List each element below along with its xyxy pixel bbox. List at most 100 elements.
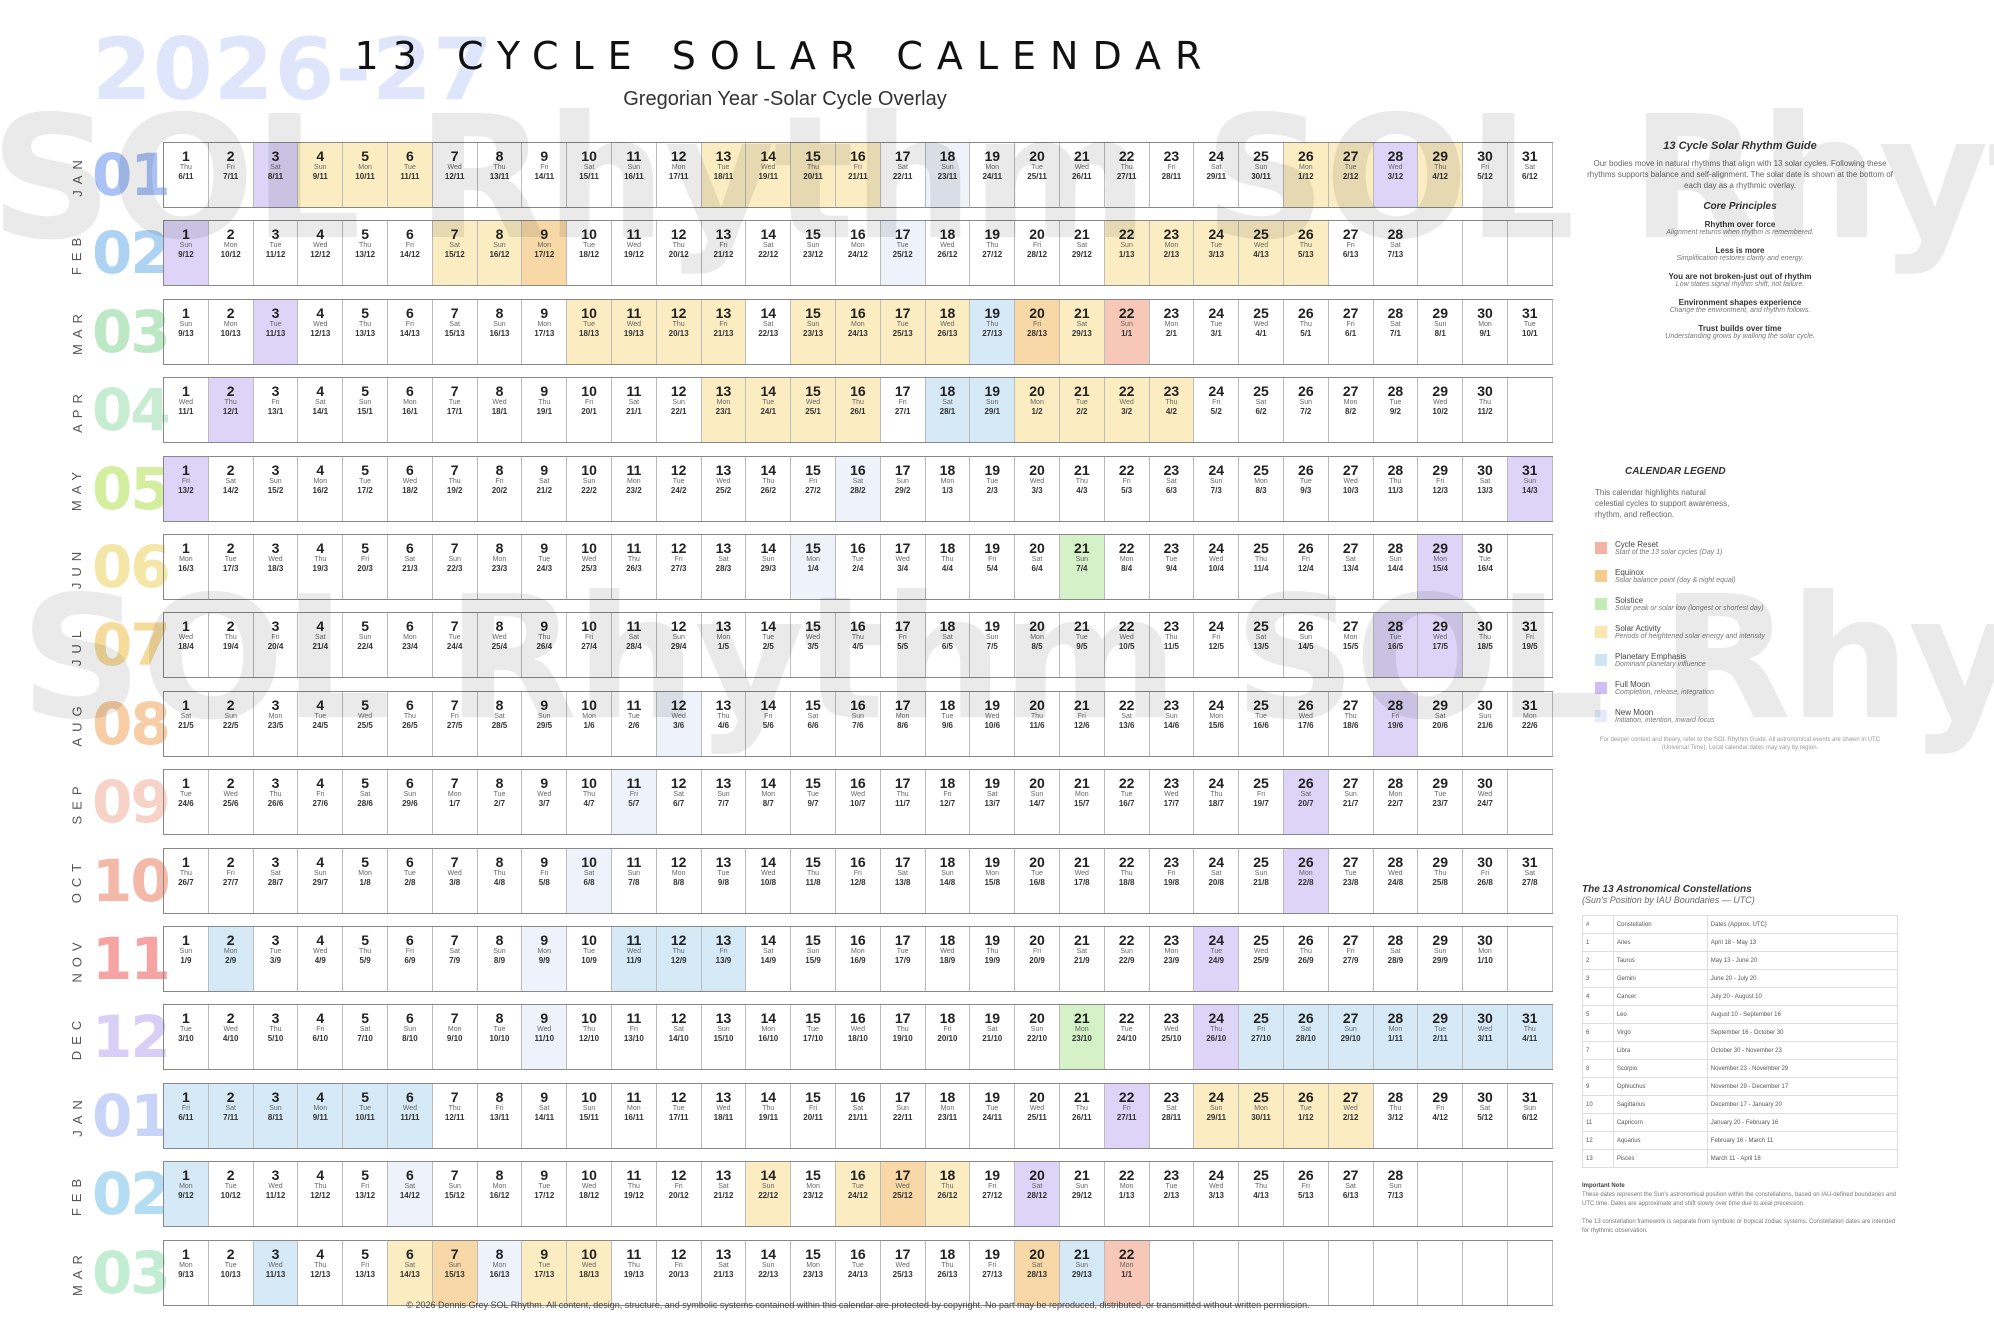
solar-date: 12/10 [579, 1034, 600, 1044]
table-cell: 11 [1582, 1113, 1614, 1132]
day-cell: 14 Mon 16/10 [746, 1005, 792, 1070]
day-number: 9 [540, 853, 549, 870]
day-number: 22 [1118, 226, 1135, 243]
solar-date: 23/13 [803, 1269, 824, 1279]
weekday: Tue [1523, 320, 1536, 328]
day-number: 28 [1387, 1010, 1404, 1027]
day-cell: 11 Fri 5/7 [611, 770, 657, 835]
weekday: Sat [1076, 948, 1088, 955]
solar-date: 11/7 [895, 799, 911, 809]
solar-date: 18/4 [178, 642, 194, 652]
weekday: Sun [1254, 164, 1268, 171]
table-cell: 4 [1582, 987, 1614, 1006]
day-number: 13 [715, 1167, 732, 1184]
day-number: 9 [540, 932, 549, 948]
weekday: Fri [898, 399, 907, 407]
day-cell: 3 Tue 11/13 [253, 299, 299, 364]
solar-date: 25/4 [491, 642, 508, 652]
solar-date: 1/2 [1031, 407, 1043, 417]
day-number: 25 [1253, 696, 1269, 713]
day-cell: 20 Sat 28/13 [1015, 1240, 1060, 1305]
weekday: Sun [806, 948, 820, 955]
day-number: 7 [450, 1245, 459, 1262]
principle-desc: Understanding grows by walking the solar… [1665, 333, 1815, 340]
day-number: 27 [1342, 853, 1359, 870]
weekday: Tue [851, 1261, 864, 1269]
day-number: 14 [760, 540, 777, 556]
day-cell: 16 Fri 21/11 [835, 143, 881, 207]
day-number: 21 [1074, 618, 1090, 635]
day-number: 14 [760, 148, 777, 164]
solar-date: 22/12 [758, 250, 779, 260]
solar-date: 7/11 [223, 172, 239, 181]
weekday: Sun [1389, 556, 1402, 563]
day-cell: 11 Thu 26/3 [612, 535, 657, 599]
month-name-text: MAR [69, 1249, 85, 1297]
day-number: 10 [581, 775, 597, 792]
weekday: Sat [1479, 1104, 1491, 1112]
solar-date: 14/4 [1387, 564, 1404, 573]
day-number: 20 [1029, 226, 1045, 243]
solar-date: 1/4 [807, 564, 819, 573]
weekday: Fri [898, 634, 907, 642]
solar-date: 17/13 [534, 328, 555, 338]
solar-date: 14/2 [222, 485, 239, 495]
day-number: 7 [450, 461, 459, 478]
day-cell: 4 Tue 24/5 [298, 691, 344, 756]
day-cell: 16 Thu 26/1 [835, 378, 881, 443]
day-number: 27 [1342, 226, 1359, 243]
day-cell: 3 Thu 26/6 [254, 770, 299, 835]
day-cell: 20 Tue 16/8 [1015, 848, 1060, 913]
solar-date: 22/13 [758, 328, 779, 338]
weekday: Tue [179, 1026, 192, 1034]
day-cell: 7 Tue 17/1 [433, 378, 478, 443]
weekday: Thu [627, 1261, 640, 1269]
solar-date: 11/3 [1387, 485, 1403, 495]
solar-date: 11/6 [1029, 720, 1045, 730]
solar-date: 8/3 [1255, 485, 1267, 495]
day-cell: 30 Thu 11/2 [1463, 378, 1508, 443]
day-cell: 7 Thu 12/11 [433, 1083, 478, 1148]
solar-date: 14/9 [760, 956, 777, 965]
empty-cell [1194, 1240, 1240, 1305]
weekday: Thu [1478, 399, 1492, 407]
weekday: Tue [583, 242, 595, 250]
month-name-text: JUN [69, 545, 85, 589]
weekday: Sat [1210, 869, 1222, 877]
weekday: Thu [1254, 1183, 1268, 1191]
weekday: Tue [269, 242, 282, 250]
weekday: Wed [1433, 399, 1448, 407]
principle-item: You are not broken-just out of rhythm Low… [1585, 272, 1895, 288]
day-cell: 10 Sat 15/11 [567, 143, 612, 207]
day-number: 13 [715, 148, 732, 164]
day-cell: 31 Sun 14/3 [1507, 456, 1553, 521]
solar-date: 26/5 [402, 720, 418, 730]
solar-date: 27/13 [982, 328, 1003, 338]
day-number: 9 [540, 226, 549, 243]
solar-date: 12/11 [444, 1112, 465, 1122]
day-number: 8 [495, 461, 504, 478]
day-number: 4 [316, 932, 325, 948]
solar-date: 16/2 [312, 485, 329, 495]
day-cell: 19 Thu 27/13 [970, 299, 1016, 364]
solar-date: 28/7 [267, 877, 284, 887]
solar-date: 5/10 [267, 1034, 284, 1044]
day-number: 2 [226, 853, 235, 870]
weekday: Wed [178, 634, 194, 642]
day-cell: 21 Sat 21/9 [1060, 927, 1105, 991]
day-number: 2 [226, 304, 235, 321]
day-number: 14 [760, 1088, 777, 1105]
day-cell: 19 Fri 5/4 [970, 535, 1016, 599]
day-cell: 5 Thu 13/12 [343, 221, 388, 286]
day-cell: 18 Wed 26/13 [925, 299, 971, 364]
day-cell: 10 Wed 18/12 [567, 1162, 612, 1227]
day-cell: 27 Sun 21/7 [1329, 770, 1374, 835]
solar-date: 27/9 [1342, 956, 1359, 965]
solar-date: 12/3 [1432, 485, 1448, 495]
solar-date: 22/5 [222, 720, 239, 730]
day-number: 13 [715, 1245, 732, 1262]
solar-date: 22/12 [758, 1191, 779, 1201]
weekday: Sat [628, 399, 640, 407]
solar-date: 1/11 [1387, 1034, 1403, 1044]
weekday: Wed [447, 869, 462, 877]
